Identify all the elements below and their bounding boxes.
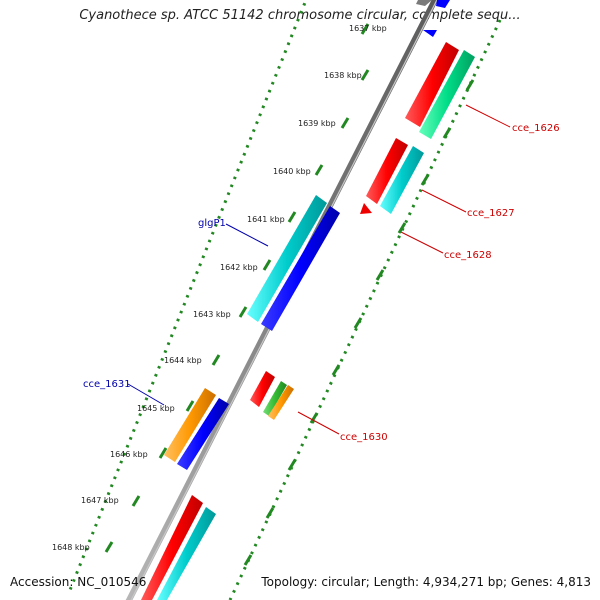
ruler-tick-label: 1642 kbp bbox=[220, 263, 258, 272]
accession-text: Accession: NC_010546 bbox=[10, 575, 147, 589]
ruler-tick-label: 1645 kbp bbox=[137, 404, 175, 413]
ruler-tick-label: 1637 kbp bbox=[349, 24, 387, 33]
ruler-tick-label: 1646 kbp bbox=[110, 450, 148, 459]
cds-cce-1628-red bbox=[360, 203, 372, 214]
cds-cyan-glgp1-region bbox=[247, 195, 327, 322]
gene-label-cce-1631[interactable]: cce_1631 bbox=[83, 379, 131, 390]
cds-bottom-red bbox=[141, 495, 203, 600]
ruler-tick: 1638 kbp bbox=[324, 69, 370, 81]
label-leader-glgp1 bbox=[225, 223, 269, 247]
ruler-tick: 1645 kbp bbox=[137, 400, 195, 413]
label-leader-cce-1631 bbox=[127, 383, 165, 406]
ruler-tick: 1646 kbp bbox=[110, 447, 168, 459]
label-leader-cce-1630 bbox=[297, 411, 340, 435]
cds-cce-1631-orange bbox=[164, 388, 216, 462]
cds-cce-1631-blue bbox=[177, 398, 229, 470]
label-leader-cce-1627 bbox=[421, 189, 467, 213]
gene-label-cce-1630[interactable]: cce_1630 bbox=[340, 432, 388, 443]
cds-feature-top-grey bbox=[416, 0, 432, 6]
cds-cce-1626-green bbox=[419, 50, 475, 139]
topology-text: Topology: circular; Length: 4,934,271 bp… bbox=[261, 575, 591, 589]
ruler-right-ticks bbox=[243, 79, 475, 566]
ruler-tick: 1641 kbp bbox=[247, 211, 297, 224]
ruler-track-left bbox=[68, 0, 308, 591]
gene-label-cce-1628[interactable]: cce_1628 bbox=[444, 250, 492, 261]
cds-cce-1630-orange bbox=[268, 385, 294, 420]
cds-glgp1-blue bbox=[261, 206, 340, 331]
gene-label-glgp1[interactable]: glgP1 bbox=[198, 218, 226, 229]
label-leader-cce-1626 bbox=[465, 104, 511, 128]
kbp-ruler: 1637 kbp 1638 kbp 1639 kbp 1640 kbp 1641… bbox=[52, 23, 387, 553]
ruler-tick: 1644 kbp bbox=[164, 354, 221, 366]
cds-cce-1627-red bbox=[366, 138, 408, 204]
ruler-tick-label: 1639 kbp bbox=[298, 119, 336, 128]
cds-cce-1627-cyan bbox=[380, 146, 424, 214]
ruler-tick: 1647 kbp bbox=[81, 495, 141, 507]
ruler-tick: 1643 kbp bbox=[193, 306, 248, 319]
ruler-tick: 1639 kbp bbox=[298, 117, 350, 129]
ruler-tick-label: 1641 kbp bbox=[247, 215, 285, 224]
ruler-tick: 1637 kbp bbox=[349, 23, 387, 35]
cds-cce-1630-green bbox=[263, 381, 287, 416]
cds-cce-1630-red bbox=[250, 371, 275, 407]
ruler-tick: 1648 kbp bbox=[52, 541, 114, 553]
map-title: Cyanothece sp. ATCC 51142 chromosome cir… bbox=[79, 8, 521, 23]
label-leader-cce-1628 bbox=[400, 231, 444, 254]
cds-cce-1626-red bbox=[405, 42, 459, 127]
ruler-tick: 1642 kbp bbox=[220, 259, 272, 272]
gene-label-cce-1627[interactable]: cce_1627 bbox=[467, 208, 515, 219]
ruler-tick-label: 1647 kbp bbox=[81, 496, 119, 505]
ruler-tick: 1640 kbp bbox=[273, 164, 324, 176]
ruler-tick-label: 1644 kbp bbox=[164, 356, 202, 365]
ruler-tick-label: 1643 kbp bbox=[193, 310, 231, 319]
ruler-tick-label: 1648 kbp bbox=[52, 543, 90, 552]
cds-bottom-cyan bbox=[157, 507, 216, 600]
gene-label-cce-1626[interactable]: cce_1626 bbox=[512, 123, 560, 134]
ruler-tick-label: 1640 kbp bbox=[273, 167, 311, 176]
cds-feature-top-blue-arrow bbox=[423, 30, 437, 37]
ruler-tick-label: 1638 kbp bbox=[324, 71, 362, 80]
cds-feature-top-blue bbox=[436, 0, 450, 8]
